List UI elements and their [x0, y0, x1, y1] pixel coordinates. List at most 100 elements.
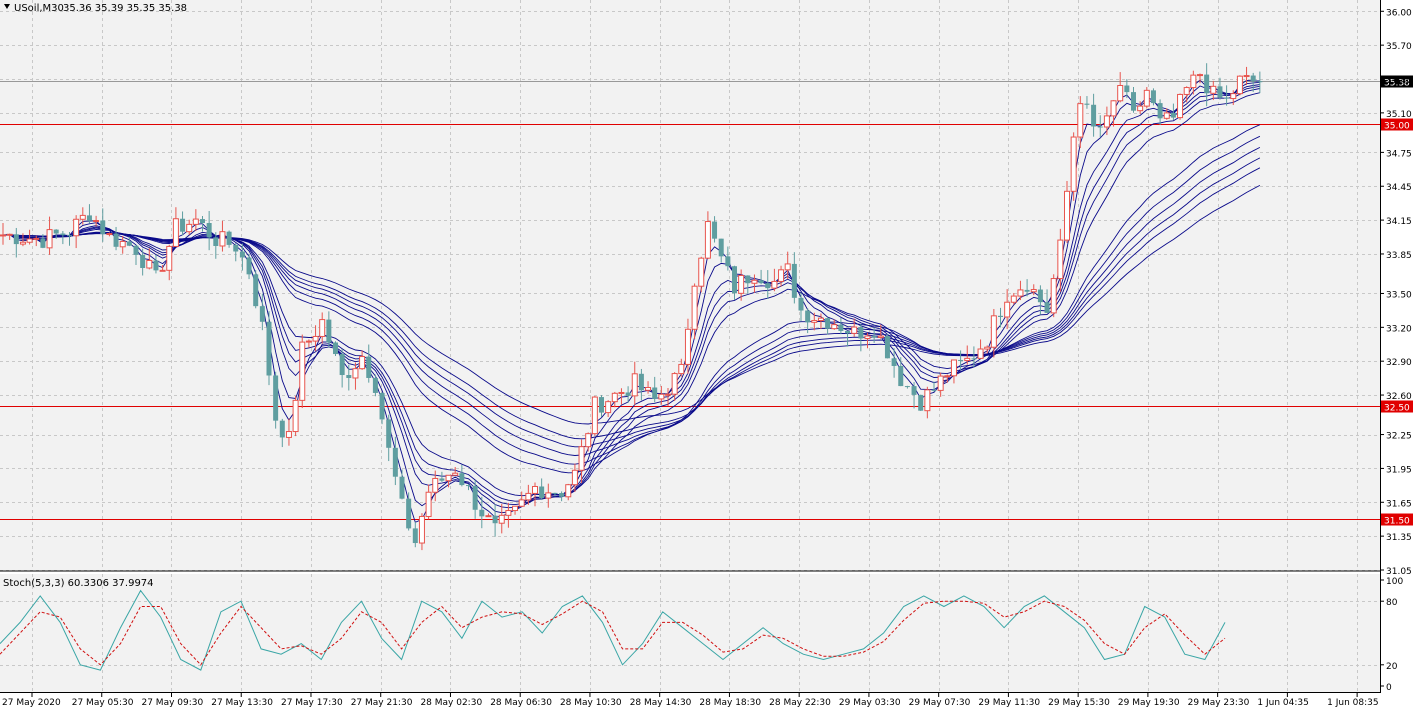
- candle: [1097, 115, 1103, 138]
- candle: [86, 204, 92, 224]
- candle: [1057, 228, 1064, 292]
- candle: [578, 439, 585, 484]
- ema-line-12: [2, 185, 1261, 425]
- candle: [1143, 87, 1150, 109]
- price-tick-label: 34.15: [1386, 217, 1412, 227]
- candle: [958, 350, 964, 370]
- candle: [518, 491, 525, 508]
- candle: [93, 215, 100, 227]
- candle: [539, 478, 545, 501]
- stochastic-signal-line: [0, 600, 1226, 666]
- price-axis[interactable]: 36.00 35.70 35.40 35.10 34.75 34.45 34.15 33.85…: [1380, 8, 1412, 577]
- stochastic-tick-label: 80: [1386, 598, 1398, 608]
- candle: [684, 318, 691, 374]
- candle: [0, 223, 6, 245]
- candle: [379, 392, 385, 425]
- candle: [964, 345, 971, 365]
- candle: [784, 251, 791, 280]
- candle: [877, 324, 884, 339]
- candle: [1064, 181, 1070, 243]
- symbol-label: USoil,M30: [14, 3, 64, 14]
- candle: [386, 414, 392, 462]
- candle: [698, 256, 705, 293]
- price-plot-area[interactable]: [0, 0, 1380, 570]
- stochastic-tick-label: 20: [1386, 662, 1398, 672]
- candle: [1044, 289, 1050, 313]
- candle: [990, 308, 997, 358]
- candle: [931, 381, 937, 393]
- candle: [638, 368, 644, 401]
- candle: [944, 374, 951, 383]
- candle: [891, 348, 897, 378]
- time-tick-label: 29 May 07:30: [909, 698, 971, 708]
- candle: [1204, 63, 1210, 107]
- candle: [233, 243, 239, 262]
- time-tick-label: 28 May 14:30: [630, 698, 692, 708]
- time-tick-label: 29 May 23:30: [1188, 698, 1250, 708]
- candle: [791, 252, 797, 304]
- candle: [532, 482, 538, 507]
- candle: [805, 308, 811, 334]
- candle: [279, 418, 285, 448]
- candle: [977, 339, 984, 359]
- candle: [778, 265, 785, 287]
- candle: [1091, 93, 1097, 137]
- candle: [1170, 103, 1176, 120]
- level-tag: [1381, 513, 1413, 526]
- candle: [119, 236, 126, 254]
- candle: [213, 232, 219, 259]
- current-price-label: 35.38: [1384, 79, 1410, 89]
- time-axis[interactable]: 27 May 2020 27 May 05:30 27 May 09:30 27 Ma…: [2, 692, 1379, 708]
- candle: [725, 246, 731, 271]
- horizontal-levels[interactable]: 35.00 32.50 31.50 35.38: [0, 75, 1413, 527]
- time-tick-label: 29 May 03:30: [839, 698, 901, 708]
- candle: [299, 334, 306, 409]
- stochastic-tick-label: 0: [1386, 683, 1392, 693]
- candle: [26, 229, 33, 245]
- candle: [918, 394, 924, 411]
- candle: [392, 436, 398, 486]
- time-tick-label: 29 May 19:30: [1118, 698, 1180, 708]
- candle: [1077, 96, 1084, 149]
- candle: [425, 484, 432, 520]
- candle: [771, 268, 778, 292]
- price-tick-label: 31.35: [1386, 533, 1412, 543]
- current-price-tag: [1381, 75, 1413, 88]
- candle: [950, 359, 957, 384]
- candle: [924, 386, 931, 419]
- candle: [485, 513, 492, 518]
- candle: [1243, 66, 1250, 86]
- time-tick-label: 27 May 13:30: [211, 698, 273, 708]
- candle: [1190, 70, 1197, 95]
- candle: [1197, 73, 1203, 84]
- ema-line-2: [2, 81, 1260, 514]
- ohlc-readout: 35.36 35.39 35.35 35.38: [63, 3, 187, 14]
- candle: [545, 483, 552, 508]
- price-tick-label: 34.45: [1386, 183, 1412, 193]
- time-tick-label: 28 May 22:30: [769, 698, 831, 708]
- candle: [1024, 279, 1030, 297]
- price-tick-label: 33.50: [1386, 290, 1412, 300]
- candlestick-series: [0, 63, 1263, 551]
- candle: [106, 232, 113, 237]
- menu-triangle-icon[interactable]: [4, 4, 10, 9]
- candle: [192, 209, 199, 232]
- time-tick-label: 28 May 02:30: [420, 698, 482, 708]
- time-tick-label: 27 May 2020: [2, 698, 61, 708]
- price-tick-label: 35.10: [1386, 110, 1412, 120]
- candle: [246, 253, 252, 280]
- candle: [1150, 88, 1156, 106]
- candle: [6, 233, 13, 240]
- candle: [658, 385, 665, 405]
- candle: [67, 232, 72, 246]
- candle: [898, 357, 904, 387]
- time-tick-label: 28 May 10:30: [560, 698, 622, 708]
- candle: [492, 504, 498, 537]
- candle: [1017, 280, 1024, 301]
- candle: [239, 243, 245, 271]
- ema-line-4: [2, 85, 1260, 506]
- candle: [1183, 86, 1190, 103]
- candle: [1124, 79, 1130, 99]
